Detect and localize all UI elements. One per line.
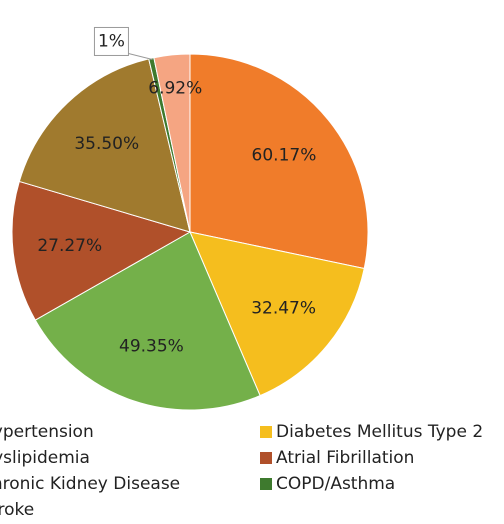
legend-swatch	[260, 426, 272, 438]
pie-slice	[34, 231, 261, 411]
data-label: 32.47%	[251, 299, 316, 319]
data-label: 27.27%	[37, 236, 102, 256]
callout-line	[128, 52, 153, 60]
data-label: 49.35%	[119, 337, 184, 357]
data-label: 1%	[98, 31, 125, 51]
pie-slice	[189, 231, 365, 397]
data-label: 35.50%	[74, 134, 139, 154]
legend-label: Diabetes Mellitus Type 2	[276, 422, 483, 442]
data-label: 60.17%	[252, 146, 317, 166]
pie-slice	[189, 53, 369, 270]
legend-label: Atrial Fibrillation	[276, 448, 414, 468]
legend-swatch	[260, 478, 272, 490]
pie-slice	[11, 180, 192, 321]
legend-label: Chronic Kidney Disease	[0, 474, 180, 494]
legend-swatch	[260, 452, 272, 464]
legend-label: Hypertension	[0, 422, 94, 442]
data-label: 6.92%	[148, 79, 202, 99]
legend-label: COPD/Asthma	[276, 474, 395, 494]
callout-box	[93, 26, 129, 56]
legend-label: Dyslipidemia	[0, 448, 90, 468]
pie-slice	[153, 53, 191, 233]
legend-label: Stroke	[0, 500, 34, 520]
pie-slice	[18, 58, 191, 233]
